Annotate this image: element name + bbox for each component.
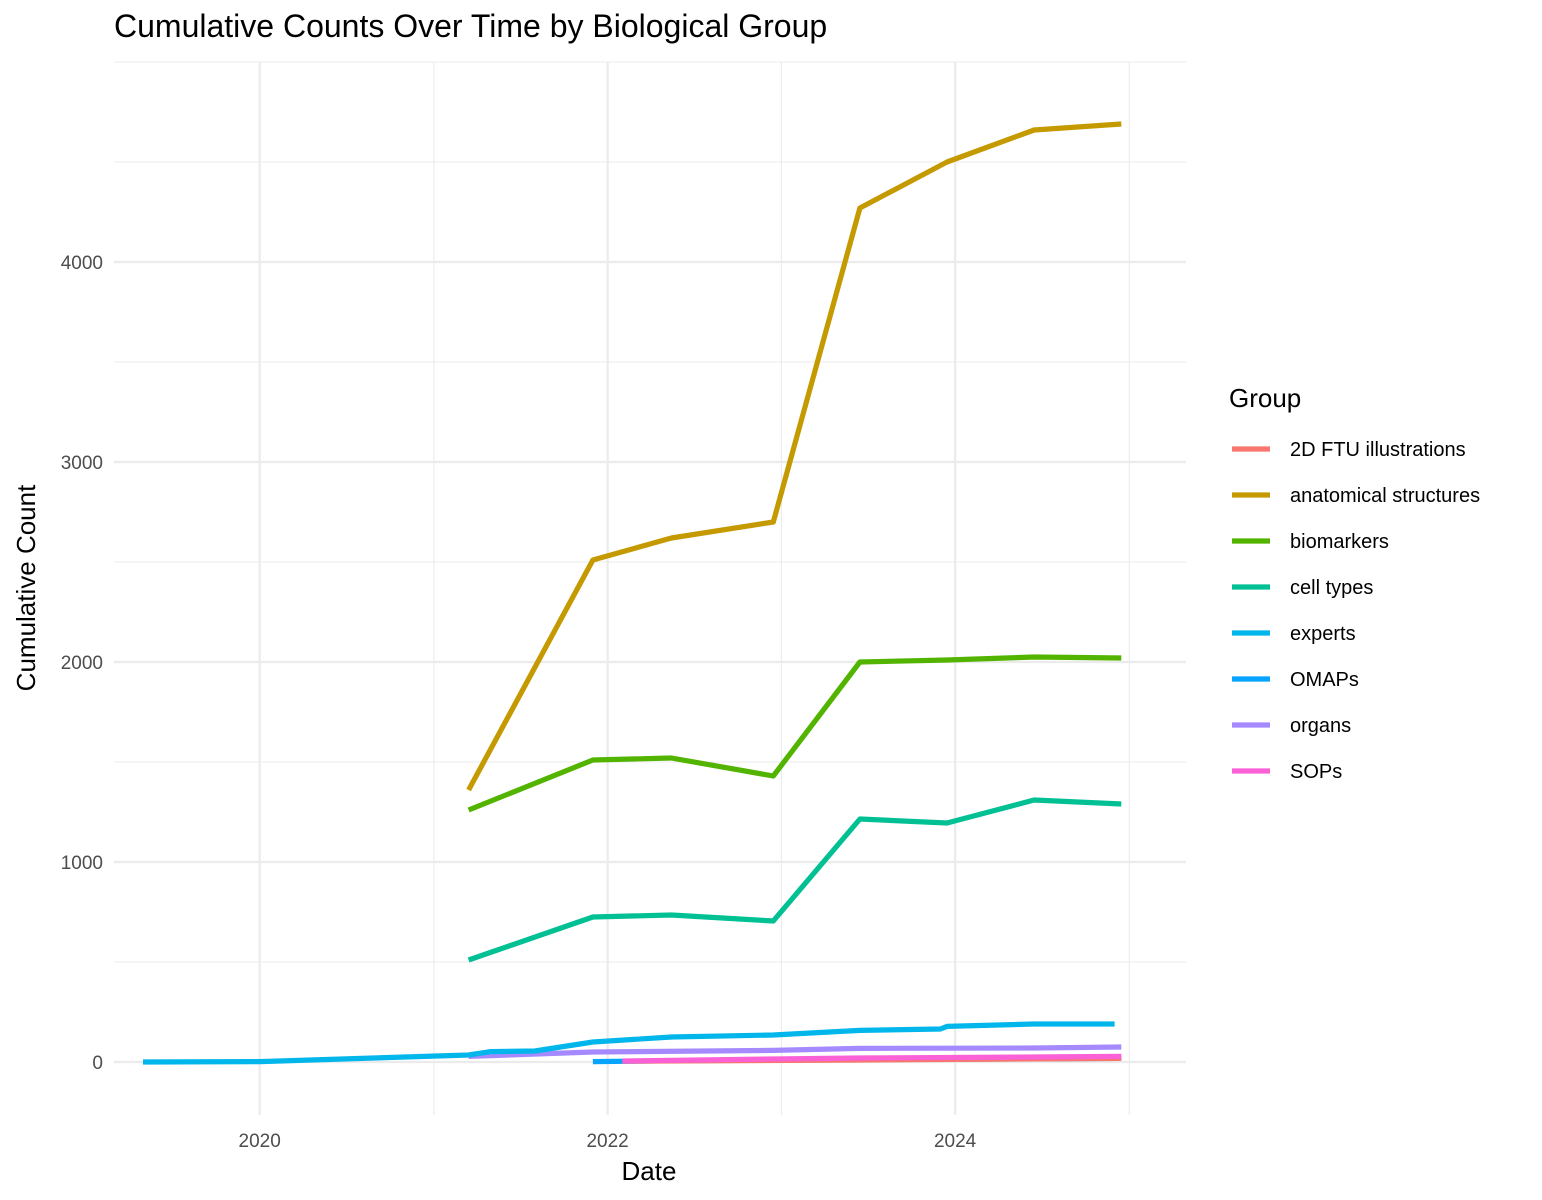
legend-label: cell types [1290,577,1373,599]
y-tick-label: 0 [92,1053,103,1074]
y-tick-label: 4000 [61,253,103,274]
x-tick-label: 2022 [586,1131,628,1152]
x-axis-title: Date [622,1156,677,1186]
series-line [622,1053,1122,1064]
y-axis-title: Cumulative Count [11,484,41,691]
series-line [467,797,1122,963]
legend-label: anatomical structures [1290,485,1480,507]
legend-label: biomarkers [1290,531,1389,553]
series-line [467,654,1122,813]
series-line [466,121,1122,792]
x-tick-label: 2024 [934,1131,977,1152]
y-tick-label: 2000 [61,653,103,674]
legend-label: OMAPs [1290,669,1359,691]
legend: Group 2D FTU illustrations anatomical str… [1229,383,1480,783]
legend-label: 2D FTU illustrations [1290,439,1466,461]
gridlines [114,61,1186,1115]
legend-label: experts [1290,623,1356,645]
tick-labels: 0 1000 2000 3000 4000 2020 2022 2024 [61,253,977,1152]
x-tick-label: 2020 [239,1131,281,1152]
series-line [142,1021,1115,1065]
legend-label: SOPs [1290,761,1342,783]
y-tick-label: 3000 [61,453,103,474]
series-lines [142,121,1122,1065]
series-line [468,1044,1122,1059]
legend-title: Group [1229,383,1301,413]
chart-title: Cumulative Counts Over Time by Biologica… [114,8,828,44]
legend-label: organs [1290,715,1351,737]
y-tick-label: 1000 [61,853,103,874]
